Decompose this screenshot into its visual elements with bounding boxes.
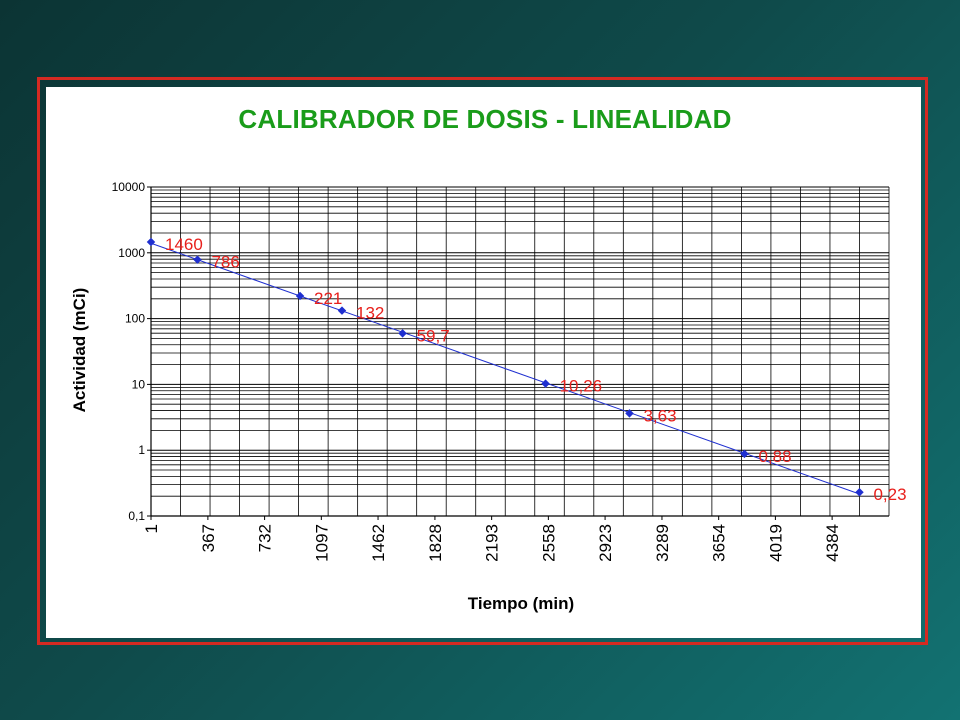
data-point	[337, 306, 347, 315]
data-label: 221	[314, 289, 342, 308]
y-tick-label: 100	[125, 312, 145, 326]
data-point	[625, 409, 634, 418]
x-tick-label: 1097	[312, 524, 331, 562]
x-tick-label: 3654	[710, 524, 729, 562]
x-tick-label: 2558	[539, 524, 558, 562]
trendline	[150, 242, 860, 495]
x-tick-label: 1828	[426, 524, 445, 562]
slide-frame	[37, 77, 928, 645]
data-label: 59,7	[417, 326, 450, 345]
x-tick-label: 4019	[766, 524, 785, 562]
data-label: 1460	[165, 235, 203, 254]
data-label: 3,63	[643, 406, 676, 425]
x-tick-label: 4384	[823, 524, 842, 562]
x-tick-label: 1	[142, 524, 161, 533]
y-tick-label: 0,1	[128, 509, 145, 523]
data-label: 132	[356, 304, 384, 323]
x-tick-label: 1462	[369, 524, 388, 562]
data-label: 0,23	[873, 485, 906, 504]
y-tick-label: 1000	[118, 246, 145, 260]
chart-panel	[46, 87, 921, 638]
x-tick-label: 3289	[653, 524, 672, 562]
data-point	[398, 329, 407, 338]
data-label: 0,88	[758, 447, 791, 466]
data-point	[193, 255, 202, 264]
x-tick-label: 732	[256, 524, 275, 552]
chart-title: CALIBRADOR DE DOSIS - LINEALIDAD	[238, 104, 732, 134]
y-tick-label: 10	[132, 377, 146, 391]
y-axis-label: Actividad (mCi)	[70, 288, 89, 413]
data-point	[295, 291, 305, 301]
data-point	[740, 449, 749, 459]
data-label: 786	[211, 253, 239, 272]
y-tick-label: 10000	[112, 180, 146, 194]
x-axis-label: Tiempo (min)	[468, 594, 574, 613]
data-point	[146, 237, 156, 247]
x-tick-label: 2193	[483, 524, 502, 562]
data-point	[855, 487, 864, 497]
x-tick-label: 2923	[596, 524, 615, 562]
y-tick-label: 1	[138, 443, 145, 457]
data-label: 10,26	[560, 377, 603, 396]
data-point	[541, 379, 550, 388]
x-tick-label: 367	[199, 524, 218, 552]
